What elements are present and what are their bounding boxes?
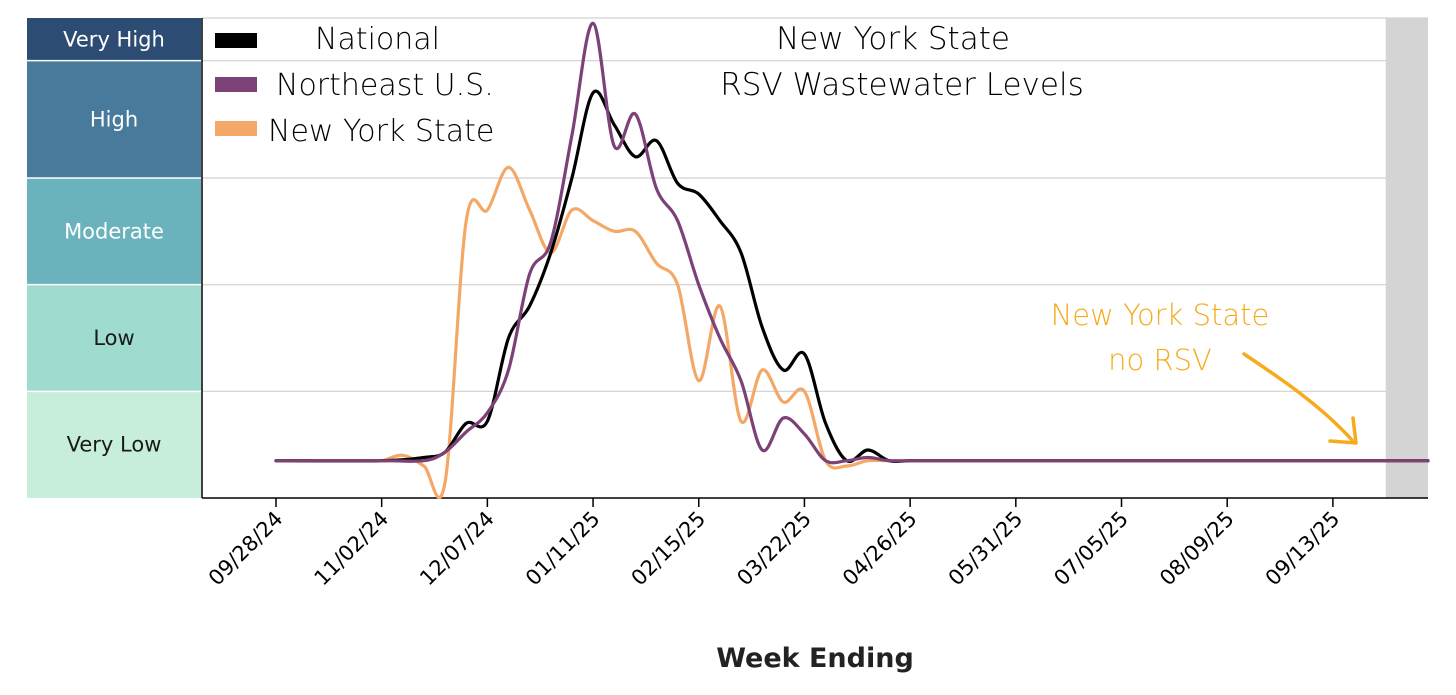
annotation-arrow (1242, 352, 1354, 442)
x-axis-label: Week Ending (716, 643, 914, 674)
annotation: New York State no RSV (1051, 298, 1358, 445)
x-tick-label: 08/09/25 (1155, 507, 1239, 591)
level-band-low (27, 284, 201, 392)
legend-swatch-national (215, 33, 257, 48)
level-band-very-low (27, 391, 201, 498)
x-tick-label: 02/15/25 (627, 507, 711, 591)
x-tick-label: 04/26/25 (838, 507, 922, 591)
no-data-shaded-region (1385, 18, 1428, 498)
level-bands: Very Low Low Moderate High Very High (27, 18, 201, 498)
annotation-line-1: New York State (1051, 298, 1270, 332)
level-band-high (27, 60, 201, 178)
annotation-line-2: no RSV (1108, 343, 1212, 377)
level-label-moderate: Moderate (64, 219, 164, 243)
chart-title: New York State (776, 21, 1010, 57)
legend-swatch-northeast (215, 77, 257, 92)
legend: National Northeast U.S. New York State (215, 22, 494, 149)
x-tick-label: 05/31/25 (944, 507, 1028, 591)
x-tick-label: 01/11/25 (521, 507, 605, 591)
level-label-very-low: Very Low (67, 433, 162, 457)
level-label-very-high: Very High (63, 27, 165, 51)
level-band-moderate (27, 178, 201, 285)
chart-subtitle: RSV Wastewater Levels (720, 67, 1083, 103)
x-tick-label: 12/07/24 (415, 507, 499, 591)
level-label-low: Low (93, 326, 134, 350)
legend-label-national: National (315, 22, 440, 57)
grid-lines (202, 17, 1428, 392)
series-line-northeast-u-s (274, 21, 1430, 465)
x-tick-label: 09/28/24 (204, 507, 288, 591)
level-band-very-high (27, 18, 201, 61)
series-lines (274, 21, 1430, 500)
legend-label-nys: New York State (268, 114, 494, 149)
annotation-arrowhead (1328, 416, 1358, 445)
x-tick-label: 07/05/25 (1049, 507, 1133, 591)
legend-swatch-nys (215, 121, 257, 136)
axes (201, 18, 1428, 499)
x-ticks: 09/28/24 11/02/24 12/07/24 01/11/25 02/15/25… (204, 498, 1345, 591)
x-tick-label: 09/13/25 (1261, 507, 1345, 591)
level-label-high: High (90, 107, 138, 131)
legend-label-northeast: Northeast U.S. (276, 68, 494, 103)
x-tick-label: 03/22/25 (732, 507, 816, 591)
x-tick-label: 11/02/24 (310, 507, 394, 591)
